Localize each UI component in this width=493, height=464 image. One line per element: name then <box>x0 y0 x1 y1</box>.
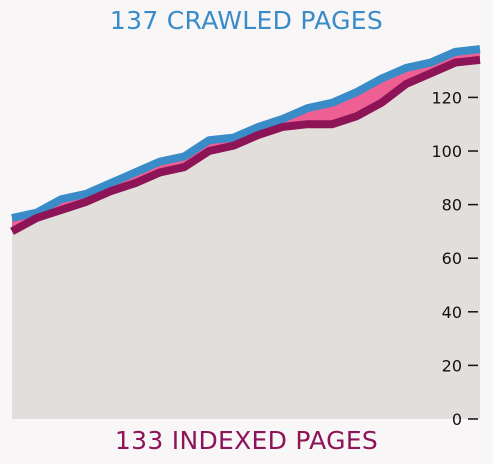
crawled-pages-line <box>11 45 481 222</box>
indexed-pages-line <box>10 55 481 235</box>
indexed-pages-title: 133 INDEXED PAGES <box>114 426 379 455</box>
y-tick-label: 100 <box>431 142 462 161</box>
y-tick-label: 40 <box>442 303 462 322</box>
chart-area-layer <box>12 59 480 419</box>
y-tick-label: 120 <box>431 88 462 107</box>
crawled-pages-title: 137 CRAWLED PAGES <box>109 6 384 35</box>
y-tick-label: 0 <box>452 410 462 429</box>
chart-lines-layer <box>10 45 481 235</box>
y-tick-label: 60 <box>442 249 462 268</box>
indexed-area <box>12 59 480 419</box>
y-tick-label: 20 <box>442 356 462 375</box>
y-tick-label: 80 <box>442 196 462 215</box>
y-axis: 0 20 40 60 80 100 120 <box>431 88 478 429</box>
